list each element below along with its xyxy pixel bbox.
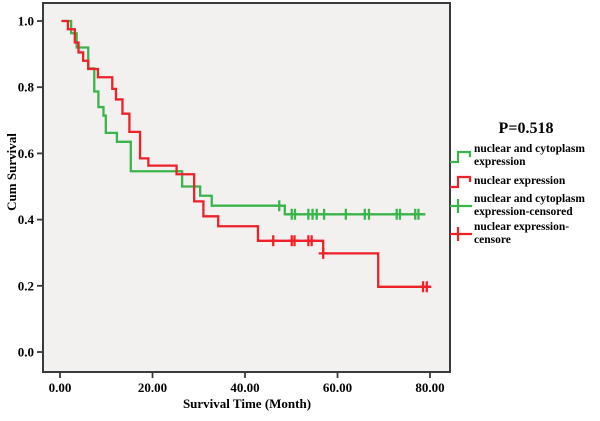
y-tick-label: 0.0 (18, 345, 34, 360)
x-axis-title: Survival Time (Month) (183, 396, 311, 411)
x-tick-label: 40.00 (230, 380, 259, 395)
legend-item: nuclear and cytoplasm expression (449, 143, 600, 169)
legend-step-line-icon (450, 175, 472, 189)
censor-marks-nuclear-and-cytoplasm-expression-censored (274, 200, 423, 220)
censor-marks-nuclear-expression-censore (268, 235, 432, 293)
legend-item-label: nuclear expression-censore (474, 221, 570, 246)
y-tick-label: 0.4 (18, 212, 35, 227)
survival-curve-nuclear-expression (61, 19, 431, 288)
legend-item: nuclear and cytoplasm expression-censore… (449, 193, 600, 219)
x-tick-label: 80.00 (415, 380, 444, 395)
y-axis-title: Cum Survival (4, 133, 19, 211)
x-tick-label: 60.00 (323, 380, 352, 395)
x-tick-label: 20.00 (138, 380, 167, 395)
legend: nuclear and cytoplasm expression nuclear … (449, 143, 600, 249)
legend-item: nuclear expression-censore (449, 221, 600, 247)
survival-curve-nuclear-and-cytoplasm-expression (62, 19, 426, 216)
legend-censor-plus-icon (450, 227, 472, 241)
legend-censor-plus-icon (450, 199, 472, 213)
legend-item-label: nuclear and cytoplasm expression (474, 143, 585, 168)
y-tick-label: 0.8 (18, 80, 35, 95)
legend-item-label: nuclear expression (474, 174, 566, 187)
p-value-annotation: P=0.518 (498, 120, 554, 137)
y-tick-label: 0.2 (18, 278, 34, 293)
legend-step-line-icon (450, 150, 472, 164)
legend-item-label: nuclear and cytoplasm expression-censore… (474, 193, 585, 218)
x-tick-label: 0.00 (49, 380, 72, 395)
y-tick-label: 0.6 (18, 146, 35, 161)
y-tick-label: 1.0 (18, 14, 34, 29)
plot-layer: 0.00 20.00 40.00 60.00 80.00 0.0 0.2 0.4 0.6 0.8 1… (18, 2, 451, 395)
plot-area (42, 2, 451, 373)
legend-item: nuclear expression (449, 171, 600, 191)
